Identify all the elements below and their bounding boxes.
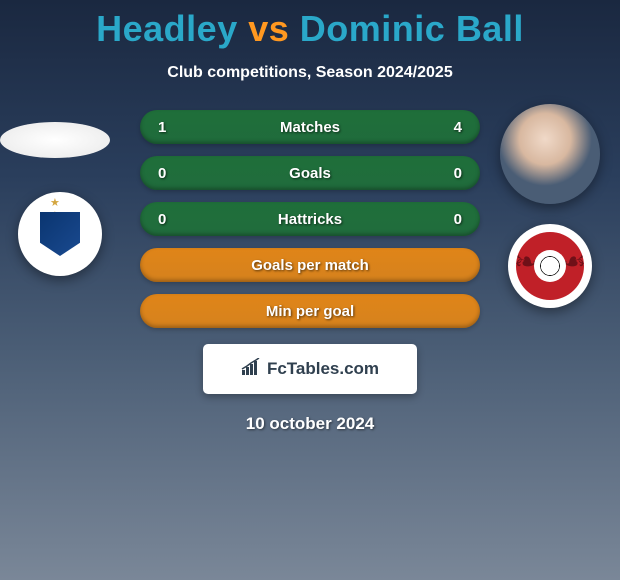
subtitle: Club competitions, Season 2024/2025 [0, 64, 620, 82]
dragon-icon: ☙ [563, 246, 586, 277]
stat-row-mpg: Min per goal [140, 294, 480, 328]
stat-right-value: 4 [442, 119, 462, 136]
chart-icon [241, 358, 263, 381]
stat-left-value: 1 [158, 119, 178, 136]
comparison-content: ★ ★ ★ ☙ ☙ 1 Matches 4 0 Goals 0 0 Hatt [0, 110, 620, 434]
brand-box[interactable]: FcTables.com [203, 344, 417, 394]
player-left-column: ★ ★ ★ [10, 104, 110, 276]
stats-list: 1 Matches 4 0 Goals 0 0 Hattricks 0 Goal… [140, 110, 480, 328]
stat-right-value: 0 [442, 211, 462, 228]
player2-avatar [500, 104, 600, 204]
page-title: Headley vs Dominic Ball [0, 0, 620, 50]
football-icon [534, 250, 566, 282]
stat-label: Min per goal [266, 303, 354, 320]
stat-row-hattricks: 0 Hattricks 0 [140, 202, 480, 236]
stat-row-matches: 1 Matches 4 [140, 110, 480, 144]
stat-right-value: 0 [442, 165, 462, 182]
title-player2: Dominic Ball [300, 8, 524, 49]
stat-row-gpm: Goals per match [140, 248, 480, 282]
stat-left-value: 0 [158, 165, 178, 182]
brand-label: FcTables.com [267, 359, 379, 379]
crest-badge-icon: ☙ ☙ [516, 232, 584, 300]
title-player1: Headley [96, 8, 238, 49]
stat-label: Goals per match [251, 257, 369, 274]
stat-label: Matches [280, 119, 340, 136]
stat-label: Hattricks [278, 211, 342, 228]
date-label: 10 october 2024 [0, 414, 620, 434]
shield-icon [40, 212, 80, 256]
player1-club-crest: ★ ★ ★ [18, 192, 102, 276]
stat-row-goals: 0 Goals 0 [140, 156, 480, 190]
player2-club-crest: ☙ ☙ [508, 224, 592, 308]
player1-avatar [0, 122, 110, 158]
title-vs: vs [248, 8, 289, 49]
stat-left-value: 0 [158, 211, 178, 228]
player-right-column: ☙ ☙ [500, 104, 600, 308]
stat-label: Goals [289, 165, 331, 182]
